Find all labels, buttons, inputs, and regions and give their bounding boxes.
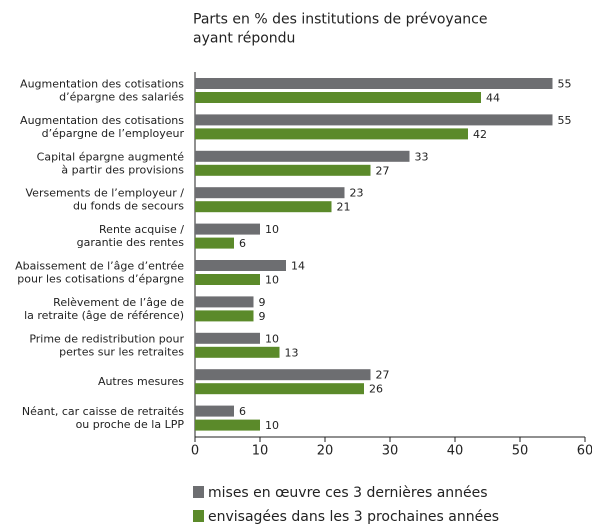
y-tick-label: Augmentation des cotisations d’épargne de… bbox=[20, 114, 184, 140]
bar bbox=[195, 260, 286, 271]
value-label: 9 bbox=[259, 310, 266, 323]
y-tick-label: Néant, car caisse de retraités ou proche … bbox=[22, 405, 184, 431]
legend-label: envisagées dans les 3 prochaines années bbox=[208, 509, 499, 525]
legend-label: mises en œuvre ces 3 dernières années bbox=[208, 485, 488, 501]
y-tick-label: Relèvement de l’âge de la retraite (âge d… bbox=[24, 296, 184, 322]
value-label: 6 bbox=[239, 405, 246, 418]
bar bbox=[195, 274, 260, 285]
legend-swatch bbox=[193, 510, 204, 522]
value-label: 6 bbox=[239, 237, 246, 250]
bar bbox=[195, 114, 553, 126]
x-tick-label: 20 bbox=[317, 444, 334, 459]
value-label: 42 bbox=[473, 128, 487, 141]
value-label: 33 bbox=[415, 150, 429, 163]
bar bbox=[195, 383, 364, 395]
value-label: 27 bbox=[376, 164, 390, 177]
bar bbox=[195, 332, 260, 344]
bar bbox=[195, 346, 280, 358]
value-label: 55 bbox=[558, 78, 572, 91]
bar bbox=[195, 237, 234, 249]
legend-swatch bbox=[193, 486, 204, 498]
bar bbox=[195, 296, 254, 308]
value-label: 27 bbox=[376, 369, 390, 382]
value-label: 44 bbox=[486, 92, 500, 105]
x-tick-label: 40 bbox=[447, 444, 464, 459]
value-label: 14 bbox=[291, 260, 305, 273]
bar bbox=[195, 92, 481, 103]
y-tick-label: Prime de redistribution pour pertes sur l… bbox=[29, 332, 184, 358]
x-tick-label: 10 bbox=[252, 444, 269, 459]
value-label: 23 bbox=[350, 187, 364, 200]
value-label: 10 bbox=[265, 274, 279, 287]
y-tick-label: Autres mesures bbox=[98, 375, 184, 388]
y-tick-label: Augmentation des cotisations d’épargne de… bbox=[20, 78, 184, 104]
chart-title: Parts en % des institutions de prévoyanc… bbox=[193, 12, 487, 47]
x-tick-label: 0 bbox=[191, 444, 199, 459]
bar bbox=[195, 223, 260, 235]
x-tick-label: 30 bbox=[382, 444, 399, 459]
x-tick-label: 50 bbox=[512, 444, 529, 459]
bar bbox=[195, 201, 332, 213]
value-label: 10 bbox=[265, 223, 279, 236]
value-label: 26 bbox=[369, 383, 383, 396]
y-tick-label: Capital épargne augmenté à partir des pro… bbox=[37, 150, 185, 176]
value-label: 10 bbox=[265, 332, 279, 345]
value-label: 13 bbox=[285, 346, 299, 359]
x-tick-label: 60 bbox=[577, 444, 592, 459]
bar bbox=[195, 419, 260, 431]
bar bbox=[195, 128, 468, 140]
bar bbox=[195, 369, 371, 381]
y-tick-label: Versements de l’employeur / du fonds de s… bbox=[26, 187, 185, 213]
y-tick-label: Rente acquise / garantie des rentes bbox=[77, 223, 185, 249]
bar bbox=[195, 187, 345, 199]
value-label: 10 bbox=[265, 419, 279, 432]
value-label: 21 bbox=[337, 201, 351, 214]
bar bbox=[195, 310, 254, 322]
y-tick-label: Abaissement de l’âge d’entrée pour les co… bbox=[15, 260, 184, 286]
bar bbox=[195, 78, 553, 89]
value-label: 9 bbox=[259, 296, 266, 309]
bar bbox=[195, 405, 234, 417]
value-label: 55 bbox=[558, 114, 572, 127]
bar bbox=[195, 150, 410, 162]
bar bbox=[195, 164, 371, 176]
